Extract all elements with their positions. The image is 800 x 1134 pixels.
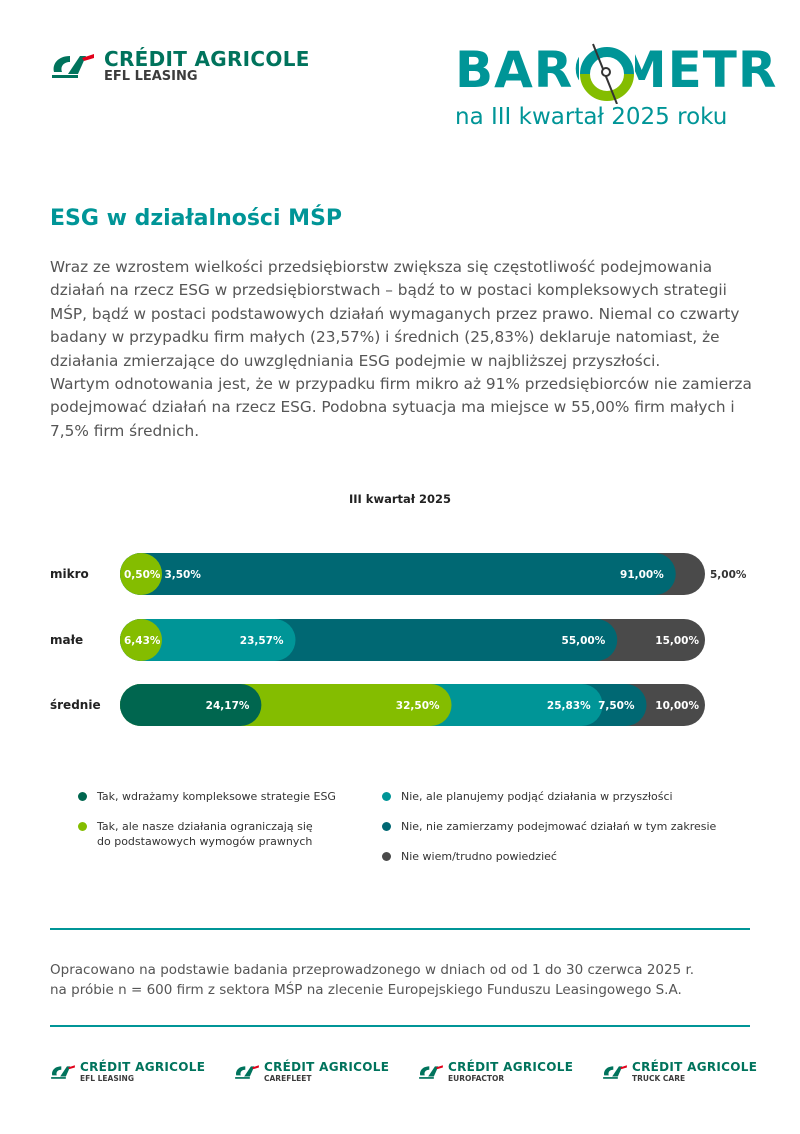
legend-dot-icon xyxy=(78,822,87,831)
legend-label: Nie, nie zamierzamy podejmować działań w… xyxy=(401,820,717,833)
category-label: mikro xyxy=(50,567,89,581)
ca-logo-icon xyxy=(603,1065,627,1079)
data-label: 6,43% xyxy=(124,635,161,647)
gauge-icon xyxy=(579,42,635,104)
section-title: ESG w działalności MŚP xyxy=(50,206,343,231)
legend-label: Tak, wdrażamy kompleksowe strategie ESG xyxy=(97,790,336,803)
data-label: 23,57% xyxy=(240,635,284,647)
footer-logo-name: CRÉDIT AGRICOLE xyxy=(264,1060,390,1074)
paragraph: Wraz ze wzrostem wielkości przedsiębiors… xyxy=(50,258,740,370)
chart-title: III kwartał 2025 xyxy=(348,492,452,506)
bar-segment xyxy=(120,553,162,595)
data-label: 7,50% xyxy=(598,700,635,712)
footer-note-line: na próbie n = 600 firm z sektora MŚP na … xyxy=(50,982,682,998)
brand-name: CRÉDIT AGRICOLE xyxy=(104,47,310,71)
data-label: 25,83% xyxy=(547,700,591,712)
legend-item: Tak, wdrażamy kompleksowe strategie ESG xyxy=(78,789,336,804)
footer-logo-sub: CAREFLEET xyxy=(264,1074,312,1083)
data-label: 0,50% xyxy=(124,569,161,581)
ca-logo-icon xyxy=(235,1065,259,1079)
category-label: małe xyxy=(50,633,83,647)
category-label: średnie xyxy=(50,698,101,712)
legend-item: Nie wiem/trudno powiedzieć xyxy=(382,849,557,864)
footer-logo-sub: EFL LEASING xyxy=(80,1074,134,1083)
stacked-bar-chart: mikro 0,50% 3,50% 91,00% 5,00% małe 6,43% 23,57… xyxy=(50,553,747,726)
data-label: 55,00% xyxy=(562,635,606,647)
data-label: 91,00% xyxy=(620,569,664,581)
legend-item: Nie, ale planujemy podjąć działania w pr… xyxy=(382,789,673,804)
data-label: 3,50% xyxy=(164,569,201,581)
legend-dot-icon xyxy=(78,792,87,801)
legend-label: Nie, ale planujemy podjąć działania w pr… xyxy=(401,790,673,803)
legend-label: Nie wiem/trudno powiedzieć xyxy=(401,850,557,863)
bar-segment xyxy=(120,553,676,595)
divider xyxy=(50,928,750,930)
bar-segment xyxy=(120,684,262,726)
legend-dot-icon xyxy=(382,792,391,801)
ca-logo-icon xyxy=(52,54,94,78)
paragraph: Wartym odnotowania jest, że w przypadku … xyxy=(50,375,752,440)
data-label: 15,00% xyxy=(655,635,699,647)
legend-dot-icon xyxy=(382,822,391,831)
data-label: 32,50% xyxy=(396,700,440,712)
footer-logo-name: CRÉDIT AGRICOLE xyxy=(632,1060,758,1074)
brand-sub: EFL LEASING xyxy=(104,69,198,84)
barometer-subtitle: na III kwartał 2025 roku xyxy=(455,104,728,130)
data-label: 5,00% xyxy=(710,569,747,581)
footer-note: Opracowano na podstawie badania przeprow… xyxy=(50,960,750,1000)
footer-logo-sub: TRUCK CARE xyxy=(632,1074,686,1083)
bar-segment xyxy=(120,619,162,661)
barometer-logo: BAROMETR na III kwartał 2025 roku xyxy=(455,40,776,130)
legend-item: Nie, nie zamierzamy podejmować działań w… xyxy=(382,819,716,834)
bar-segment xyxy=(120,619,296,661)
section-text: Wraz ze wzrostem wielkości przedsiębiors… xyxy=(50,256,760,443)
data-label: 24,17% xyxy=(206,700,250,712)
data-label: 10,00% xyxy=(655,700,699,712)
legend-dot-icon xyxy=(382,852,391,861)
footer-logo-name: CRÉDIT AGRICOLE xyxy=(448,1060,574,1074)
ca-logo-icon xyxy=(419,1065,443,1079)
footer-note-line: Opracowano na podstawie badania przeprow… xyxy=(50,962,695,978)
ca-logo-icon xyxy=(51,1065,75,1079)
legend-label: do podstawowych wymogów prawnych xyxy=(97,835,313,848)
legend-item: Tak, ale nasze działania ograniczają się… xyxy=(78,819,313,849)
legend-label: Tak, ale nasze działania ograniczają się xyxy=(97,820,313,833)
footer-logo-name: CRÉDIT AGRICOLE xyxy=(80,1060,206,1074)
divider xyxy=(50,1025,750,1027)
footer-logo-sub: EUROFACTOR xyxy=(448,1074,505,1083)
